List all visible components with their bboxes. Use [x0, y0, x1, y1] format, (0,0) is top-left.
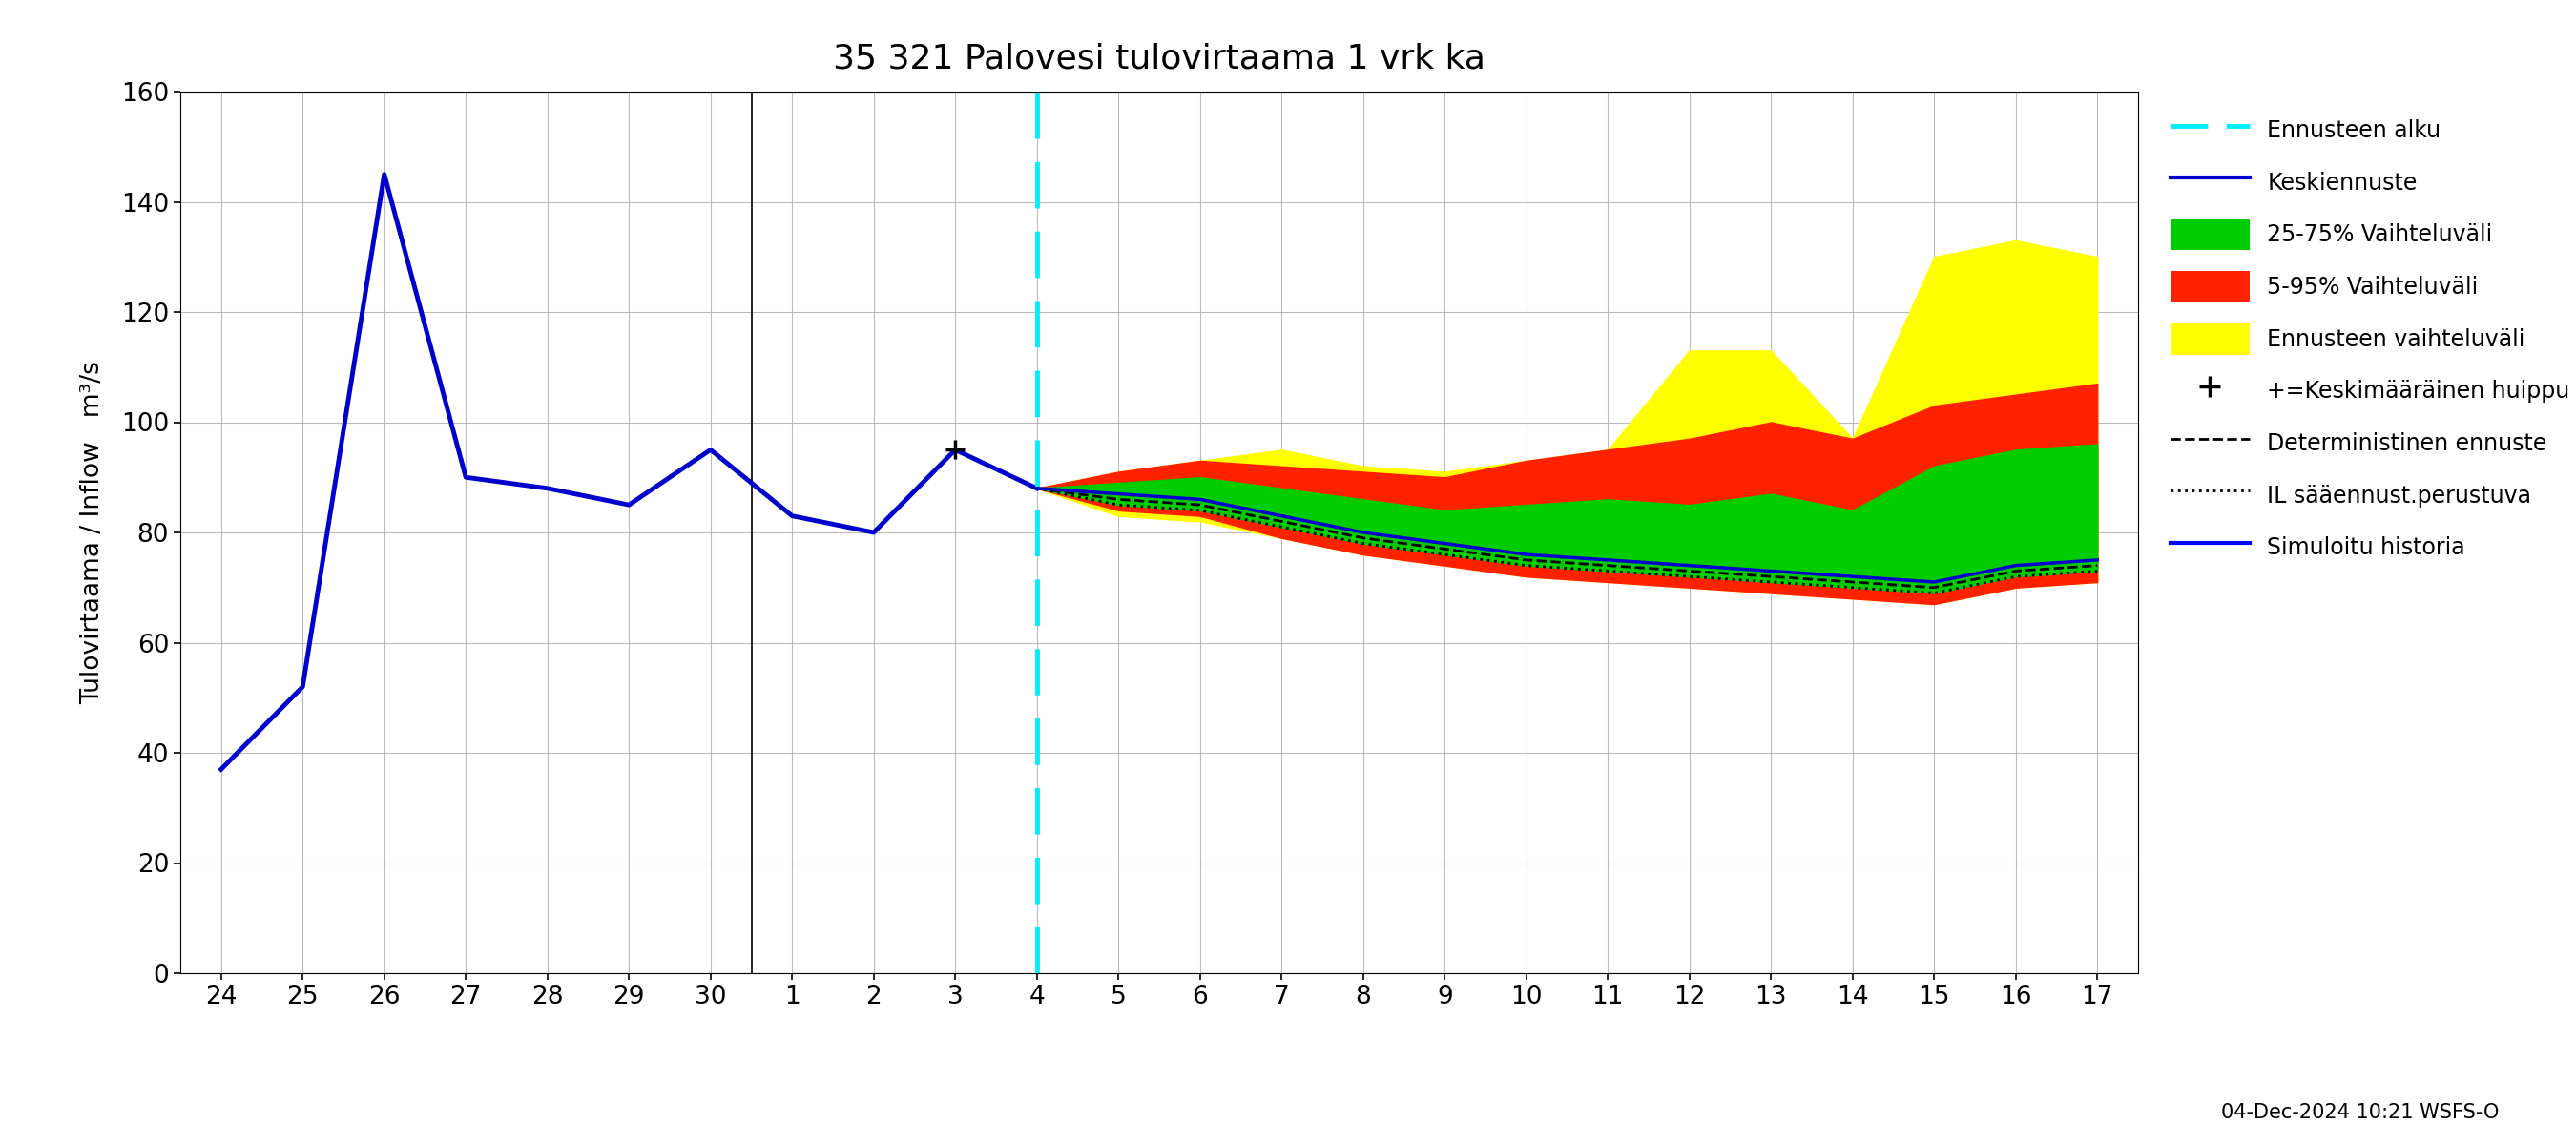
Title: 35 321 Palovesi tulovirtaama 1 vrk ka: 35 321 Palovesi tulovirtaama 1 vrk ka [832, 42, 1486, 74]
Y-axis label: Tulovirtaama / Inflow   m³/s: Tulovirtaama / Inflow m³/s [80, 361, 106, 704]
Text: 04-Dec-2024 10:21 WSFS-O: 04-Dec-2024 10:21 WSFS-O [2221, 1103, 2499, 1122]
Legend: Ennusteen alku, Keskiennuste, 25-75% Vaihteluväli, 5-95% Vaihteluväli, Ennusteen: Ennusteen alku, Keskiennuste, 25-75% Vai… [2159, 103, 2576, 575]
